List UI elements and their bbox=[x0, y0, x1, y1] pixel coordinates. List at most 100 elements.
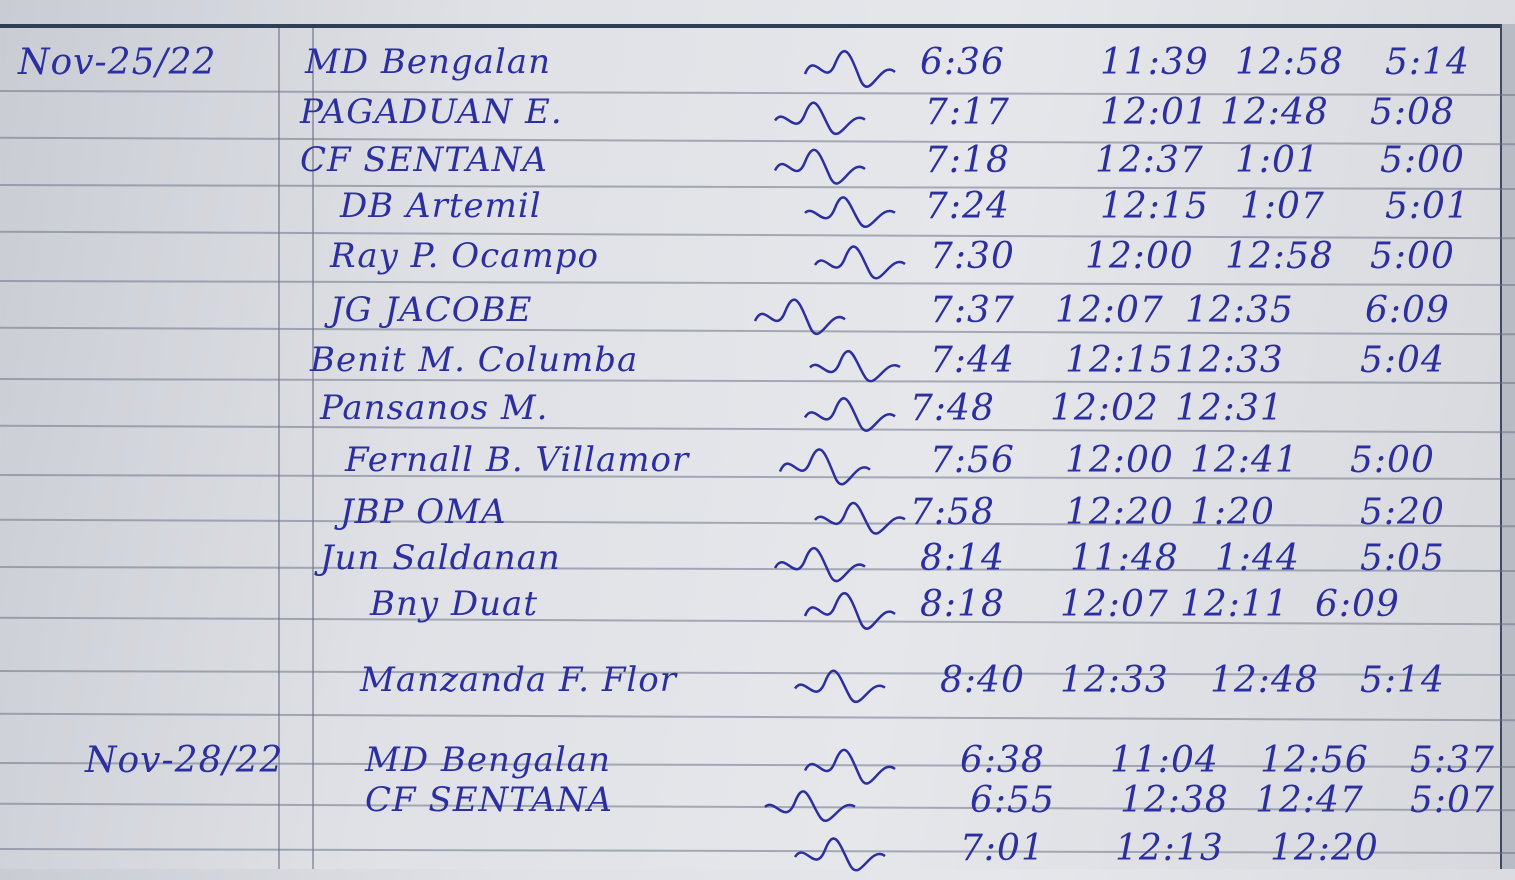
signature-stroke bbox=[804, 196, 896, 228]
signature-stroke bbox=[773, 546, 866, 583]
signature-stroke bbox=[773, 148, 866, 185]
signature-stroke bbox=[793, 837, 886, 872]
employee-name: Benit M. Columba bbox=[310, 340, 639, 380]
time-time-out: 5:00 bbox=[1370, 236, 1455, 277]
time-lunch-out: 12:07 bbox=[1060, 584, 1169, 625]
signature-stroke bbox=[803, 397, 896, 432]
employee-name: MD Bengalan bbox=[305, 42, 551, 82]
employee-name: CF SENTANA bbox=[365, 780, 613, 820]
time-time-out: 5:00 bbox=[1350, 440, 1435, 481]
signature bbox=[813, 245, 906, 280]
time-lunch-out: 12:00 bbox=[1065, 440, 1174, 481]
employee-name: PAGADUAN E. bbox=[300, 92, 563, 132]
employee-name: DB Artemil bbox=[340, 186, 542, 226]
page-top-edge bbox=[0, 24, 1500, 28]
employee-name: JBP OMA bbox=[340, 492, 507, 532]
time-lunch-in: 12:47 bbox=[1255, 780, 1364, 821]
time-time-in: 6:38 bbox=[960, 740, 1045, 781]
employee-name: Manzanda F. Flor bbox=[360, 660, 678, 700]
signature-stroke bbox=[773, 101, 866, 136]
signature bbox=[803, 748, 896, 785]
ruled-line bbox=[0, 712, 1515, 722]
time-time-in: 7:44 bbox=[930, 340, 1015, 381]
signature bbox=[793, 837, 886, 872]
employee-name: CF SENTANA bbox=[300, 140, 548, 180]
time-lunch-out: 12:15 bbox=[1100, 186, 1209, 227]
signature-stroke bbox=[814, 501, 906, 535]
time-time-in: 7:37 bbox=[930, 290, 1015, 331]
time-time-out: 5:20 bbox=[1360, 492, 1445, 533]
employee-name: Jun Saldanan bbox=[320, 538, 561, 578]
time-lunch-in: 1:20 bbox=[1190, 492, 1275, 533]
time-time-out: 5:14 bbox=[1360, 660, 1445, 701]
employee-name: Fernall B. Villamor bbox=[345, 440, 690, 480]
time-time-out: 6:09 bbox=[1365, 290, 1450, 331]
time-time-out: 5:00 bbox=[1380, 140, 1465, 181]
employee-name: Pansanos M. bbox=[320, 388, 549, 428]
date-column-divider bbox=[278, 28, 280, 869]
entry-date: Nov-25/22 bbox=[18, 42, 217, 83]
employee-name: JG JACOBE bbox=[330, 290, 533, 330]
time-time-in: 8:40 bbox=[940, 660, 1025, 701]
time-lunch-in: 12:20 bbox=[1270, 828, 1379, 869]
signature-stroke bbox=[813, 245, 906, 280]
ruled-line bbox=[0, 378, 1515, 384]
time-time-in: 8:18 bbox=[920, 584, 1005, 625]
signature bbox=[773, 148, 866, 185]
time-time-out: 5:14 bbox=[1385, 42, 1470, 83]
time-lunch-in: 12:31 bbox=[1175, 388, 1284, 429]
time-time-out: 5:04 bbox=[1360, 340, 1445, 381]
time-lunch-out: 12:20 bbox=[1065, 492, 1174, 533]
employee-name: Ray P. Ocampo bbox=[330, 236, 599, 276]
time-time-in: 7:18 bbox=[925, 140, 1010, 181]
time-time-out: 5:08 bbox=[1370, 92, 1455, 133]
time-lunch-in: 12:11 bbox=[1180, 584, 1289, 625]
time-lunch-out: 12:15 bbox=[1065, 340, 1174, 381]
time-time-out: 5:01 bbox=[1385, 186, 1470, 227]
time-lunch-in: 12:48 bbox=[1210, 660, 1319, 701]
page-right-edge bbox=[1500, 24, 1515, 869]
time-lunch-in: 12:48 bbox=[1220, 92, 1329, 133]
time-lunch-out: 12:13 bbox=[1115, 828, 1224, 869]
employee-name: Bny Duat bbox=[370, 584, 538, 624]
time-lunch-out: 11:48 bbox=[1070, 538, 1179, 579]
time-time-in: 7:48 bbox=[910, 388, 995, 429]
time-time-in: 8:14 bbox=[920, 538, 1005, 579]
ruled-line bbox=[0, 280, 1515, 286]
time-lunch-in: 12:41 bbox=[1190, 440, 1299, 481]
signature bbox=[803, 397, 896, 432]
time-lunch-in: 12:33 bbox=[1175, 340, 1284, 381]
signature bbox=[803, 49, 896, 88]
signature bbox=[773, 546, 866, 583]
signature-stroke bbox=[809, 349, 901, 383]
time-lunch-out: 12:02 bbox=[1050, 388, 1159, 429]
signature bbox=[778, 448, 871, 486]
signature bbox=[804, 196, 896, 228]
signature bbox=[793, 669, 886, 704]
time-lunch-out: 12:00 bbox=[1085, 236, 1194, 277]
time-lunch-in: 12:58 bbox=[1225, 236, 1334, 277]
time-time-out: 5:37 bbox=[1410, 740, 1495, 781]
time-lunch-out: 12:37 bbox=[1095, 140, 1204, 181]
ruled-line bbox=[0, 518, 1515, 528]
signature-stroke bbox=[793, 669, 886, 704]
signature bbox=[753, 298, 846, 336]
time-lunch-out: 11:04 bbox=[1110, 740, 1219, 781]
signature-stroke bbox=[803, 49, 896, 88]
entry-date: Nov-28/22 bbox=[85, 740, 284, 781]
signature bbox=[803, 591, 896, 630]
time-lunch-out: 12:38 bbox=[1120, 780, 1229, 821]
signature bbox=[814, 501, 906, 535]
time-time-in: 6:36 bbox=[920, 42, 1005, 83]
time-time-in: 7:30 bbox=[930, 236, 1015, 277]
signature-stroke bbox=[803, 748, 896, 785]
ruled-line bbox=[0, 424, 1515, 434]
time-time-in: 7:56 bbox=[930, 440, 1015, 481]
time-time-in: 6:55 bbox=[970, 780, 1055, 821]
time-lunch-in: 12:58 bbox=[1235, 42, 1344, 83]
employee-name: MD Bengalan bbox=[365, 740, 611, 780]
time-time-in: 7:24 bbox=[925, 186, 1010, 227]
signature-stroke bbox=[803, 591, 896, 630]
time-lunch-out: 12:01 bbox=[1100, 92, 1209, 133]
